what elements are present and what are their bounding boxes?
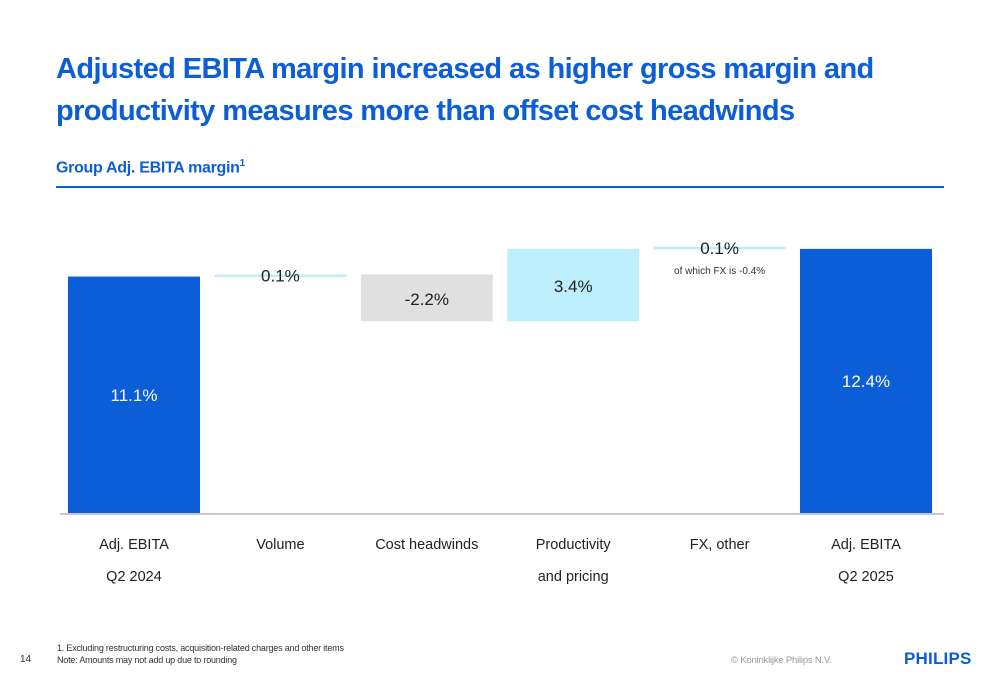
- header-divider: [56, 186, 944, 188]
- footnote-1: 1. Excluding restructuring costs, acquis…: [57, 643, 344, 653]
- category-label-4-line-1: Productivity: [536, 537, 612, 553]
- category-label-3-line-1: Cost headwinds: [375, 537, 478, 553]
- category-label-6-line-2: Q2 2025: [838, 569, 894, 585]
- chart-subtitle: Group Adj. EBITA margin1: [56, 158, 245, 177]
- data-label-4: 3.4%: [554, 277, 593, 296]
- philips-logo: PHILIPS: [904, 649, 972, 668]
- footnote-marker: 1: [239, 158, 246, 169]
- data-label-3: -2.2%: [405, 290, 449, 309]
- data-label-1: 11.1%: [111, 386, 158, 405]
- bar-2: [214, 274, 347, 277]
- data-label-2: 0.1%: [261, 266, 300, 285]
- bar-4: [507, 248, 640, 322]
- category-label-2-line-1: Volume: [256, 537, 304, 553]
- chart-subtitle-text: Group Adj. EBITA margin: [56, 159, 240, 177]
- annotation-fx: of which FX is -0.4%: [674, 266, 765, 277]
- bar-3: [360, 274, 493, 322]
- category-label-6-line-1: Adj. EBITA: [831, 537, 901, 553]
- page-title: Adjusted EBITA margin increased as highe…: [56, 53, 874, 127]
- footnote-note: Note: Amounts may not add up due to roun…: [57, 655, 237, 665]
- copyright: © Koninklijke Philips N.V.: [731, 655, 832, 666]
- category-label-1-line-1: Adj. EBITA: [99, 537, 169, 553]
- category-label-1-line-2: Q2 2024: [106, 569, 162, 585]
- data-label-6: 12.4%: [842, 372, 890, 391]
- bar-5: [653, 246, 786, 250]
- category-label-5-line-1: FX, other: [690, 537, 750, 553]
- bar-6: [800, 248, 932, 513]
- data-label-5: 0.1%: [700, 239, 739, 258]
- category-label-4-line-2: and pricing: [538, 569, 609, 585]
- bar-1: [68, 276, 200, 513]
- page-number: 14: [20, 654, 32, 665]
